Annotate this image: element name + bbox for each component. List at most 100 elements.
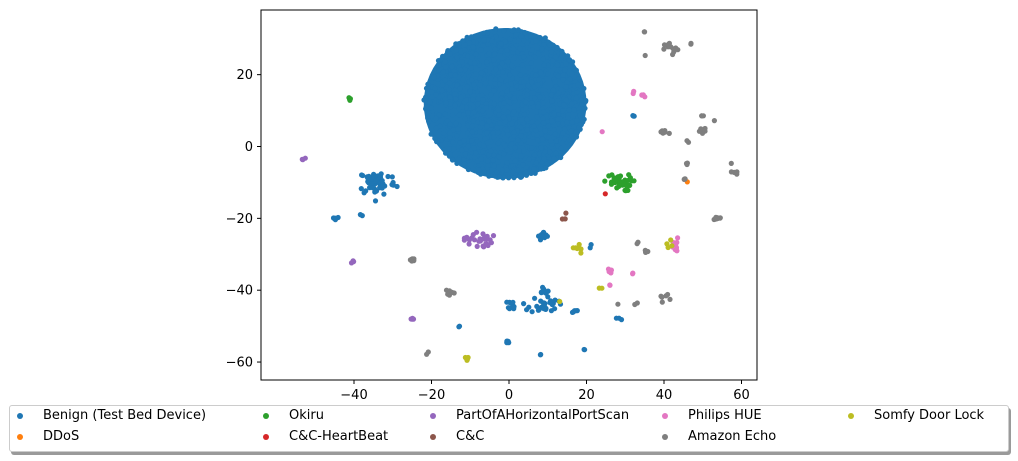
data-point bbox=[548, 308, 555, 314]
data-point bbox=[521, 54, 527, 60]
data-point bbox=[602, 178, 608, 184]
data-point bbox=[373, 188, 379, 194]
data-point bbox=[480, 97, 486, 103]
data-point bbox=[563, 97, 570, 103]
data-point bbox=[545, 123, 552, 129]
y-axis-ticks: −60 −40 −20 0 20 bbox=[226, 68, 261, 371]
data-point bbox=[508, 81, 514, 87]
data-point bbox=[490, 157, 496, 163]
data-point bbox=[357, 212, 363, 218]
data-point bbox=[577, 112, 583, 119]
data-point bbox=[373, 178, 379, 184]
series-3 bbox=[602, 191, 608, 197]
data-point bbox=[614, 185, 620, 191]
data-point bbox=[504, 147, 511, 153]
data-point bbox=[433, 92, 439, 98]
data-point bbox=[457, 140, 463, 146]
data-point bbox=[488, 91, 494, 98]
data-point bbox=[521, 111, 528, 117]
data-point bbox=[524, 116, 530, 122]
legend-marker bbox=[263, 412, 269, 419]
data-point bbox=[666, 40, 673, 46]
data-point bbox=[504, 299, 510, 305]
data-point bbox=[515, 27, 521, 33]
data-point bbox=[491, 101, 497, 107]
data-point bbox=[558, 154, 564, 161]
data-point bbox=[464, 357, 470, 363]
data-point bbox=[515, 137, 521, 143]
data-point bbox=[488, 75, 494, 81]
data-point bbox=[447, 121, 453, 127]
data-point bbox=[545, 71, 551, 77]
data-point bbox=[569, 119, 575, 125]
data-point bbox=[533, 127, 539, 133]
data-point bbox=[552, 79, 558, 85]
data-point bbox=[661, 42, 668, 48]
data-point bbox=[477, 129, 483, 135]
data-point bbox=[389, 182, 395, 188]
data-point bbox=[504, 127, 510, 133]
data-points bbox=[299, 26, 740, 363]
data-point bbox=[541, 155, 547, 162]
data-point bbox=[504, 47, 510, 53]
data-point bbox=[369, 185, 376, 191]
data-point bbox=[534, 132, 540, 138]
data-point bbox=[463, 104, 469, 111]
data-point bbox=[524, 91, 530, 98]
data-point bbox=[630, 271, 636, 277]
data-point bbox=[607, 282, 613, 288]
data-point bbox=[521, 301, 527, 307]
data-point bbox=[548, 92, 555, 98]
data-point bbox=[366, 173, 372, 179]
data-point bbox=[491, 88, 497, 94]
data-point bbox=[547, 149, 553, 155]
legend-marker bbox=[848, 412, 854, 419]
data-point bbox=[516, 148, 522, 154]
data-point bbox=[457, 86, 463, 92]
data-point bbox=[434, 139, 440, 145]
data-point bbox=[469, 55, 475, 61]
data-point bbox=[548, 298, 554, 304]
data-point bbox=[562, 67, 568, 73]
data-point bbox=[540, 87, 546, 93]
data-point bbox=[579, 101, 585, 107]
data-point bbox=[683, 160, 690, 167]
data-point bbox=[557, 298, 563, 305]
legend-label: Benign (Test Bed Device) bbox=[43, 408, 207, 423]
data-point bbox=[474, 33, 481, 39]
data-point bbox=[533, 38, 539, 44]
data-point bbox=[480, 43, 486, 49]
data-point bbox=[486, 173, 492, 179]
data-point bbox=[484, 59, 490, 65]
data-point bbox=[523, 99, 529, 105]
data-point bbox=[439, 82, 446, 88]
data-point bbox=[522, 29, 528, 36]
data-point bbox=[566, 137, 572, 143]
data-point bbox=[453, 96, 459, 102]
data-point bbox=[494, 125, 500, 131]
data-point bbox=[450, 139, 456, 145]
data-point bbox=[452, 102, 458, 109]
data-point bbox=[520, 162, 526, 168]
data-point bbox=[302, 155, 308, 161]
data-point bbox=[556, 101, 563, 107]
y-tick-label: 0 bbox=[245, 140, 253, 155]
data-point bbox=[469, 138, 475, 144]
data-point bbox=[505, 132, 511, 138]
data-point bbox=[523, 169, 529, 175]
legend-item: PartOfAHorizontalPortScan bbox=[430, 408, 629, 423]
data-point bbox=[488, 122, 494, 128]
data-point bbox=[504, 160, 510, 166]
legend-label: Amazon Echo bbox=[688, 429, 777, 444]
data-point bbox=[713, 214, 719, 220]
legend-label: Somfy Door Lock bbox=[874, 408, 985, 423]
data-point bbox=[471, 154, 478, 160]
data-point bbox=[394, 183, 400, 190]
data-point bbox=[553, 150, 559, 156]
x-tick-label: 40 bbox=[656, 388, 673, 403]
data-point bbox=[454, 54, 460, 61]
data-point bbox=[565, 115, 571, 121]
data-point bbox=[472, 60, 478, 66]
data-point bbox=[426, 118, 432, 124]
legend-item: Okiru bbox=[263, 408, 324, 423]
